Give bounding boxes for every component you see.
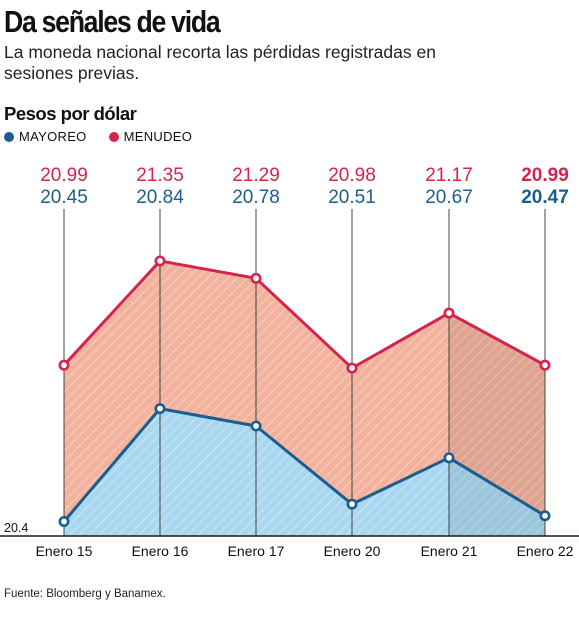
chart-title: Da señales de vida xyxy=(4,4,221,39)
menudeo-point xyxy=(443,307,455,319)
legend-swatch-menudeo xyxy=(108,131,119,142)
x-tick-label: Enero 22 xyxy=(517,543,574,559)
mayoreo-line xyxy=(62,407,546,523)
x-tick-label: Enero 21 xyxy=(421,543,478,559)
menudeo-point xyxy=(250,272,262,284)
legend-item-menudeo: MENUDEO xyxy=(108,129,193,144)
legend-swatch-mayoreo xyxy=(4,131,14,142)
menudeo-point xyxy=(154,255,166,267)
menudeo-point xyxy=(539,359,551,371)
mayoreo-value-label: 20.47 xyxy=(521,187,569,208)
x-tick-label: Enero 20 xyxy=(324,543,381,559)
mayoreo-area-hatch xyxy=(64,408,545,536)
mayoreo-point xyxy=(58,516,70,528)
menudeo-line xyxy=(62,259,546,370)
mayoreo-point xyxy=(346,498,358,510)
menudeo-point xyxy=(346,362,358,374)
mayoreo-point xyxy=(154,403,166,415)
x-axis: Enero 15 Enero 16 Enero 17 Enero 20 Enero 21… xyxy=(0,521,579,559)
series-lines xyxy=(62,259,546,523)
mayoreo-value-label: 20.78 xyxy=(232,187,280,208)
unit-label: Pesos por dólar xyxy=(4,103,137,124)
area-layer xyxy=(64,260,545,536)
mayoreo-point xyxy=(250,420,262,432)
menudeo-value-label: 21.35 xyxy=(136,165,184,186)
mayoreo-value-label: 20.45 xyxy=(40,187,88,208)
legend: MAYOREO MENUDEO xyxy=(4,129,192,144)
x-tick-label: Enero 15 xyxy=(36,543,93,559)
menudeo-value-label: 21.17 xyxy=(425,165,473,186)
mayoreo-value-label: 20.67 xyxy=(425,187,473,208)
menudeo-point xyxy=(58,359,70,371)
x-tick-label: Enero 16 xyxy=(132,543,189,559)
mayoreo-point xyxy=(443,452,455,464)
latest-segment-overlay xyxy=(449,313,545,536)
legend-item-mayoreo: MAYOREO xyxy=(4,129,87,144)
data-points xyxy=(58,255,551,528)
legend-label-menudeo: MENUDEO xyxy=(123,129,193,144)
menudeo-value-label: 21.29 xyxy=(232,165,280,186)
mayoreo-point xyxy=(539,510,551,522)
menudeo-value-label: 20.99 xyxy=(40,165,88,186)
menudeo-value-label: 20.98 xyxy=(328,165,376,186)
mayoreo-value-label: 20.51 xyxy=(328,187,376,208)
menudeo-area-hatch xyxy=(64,260,545,522)
chart-subtitle: La moneda nacional recorta las pérdidas … xyxy=(4,42,436,83)
value-labels: 20.9920.4521.3520.8421.2920.7820.9820.51… xyxy=(40,165,569,208)
y-baseline-label: 20.4 xyxy=(4,521,28,535)
mayoreo-value-label: 20.84 xyxy=(136,187,184,208)
last-segment-shade xyxy=(449,313,545,536)
legend-label-mayoreo: MAYOREO xyxy=(19,129,87,144)
source-note: Fuente: Bloomberg y Banamex. xyxy=(4,588,166,600)
menudeo-value-label: 20.99 xyxy=(521,165,569,186)
x-tick-label: Enero 17 xyxy=(228,543,285,559)
